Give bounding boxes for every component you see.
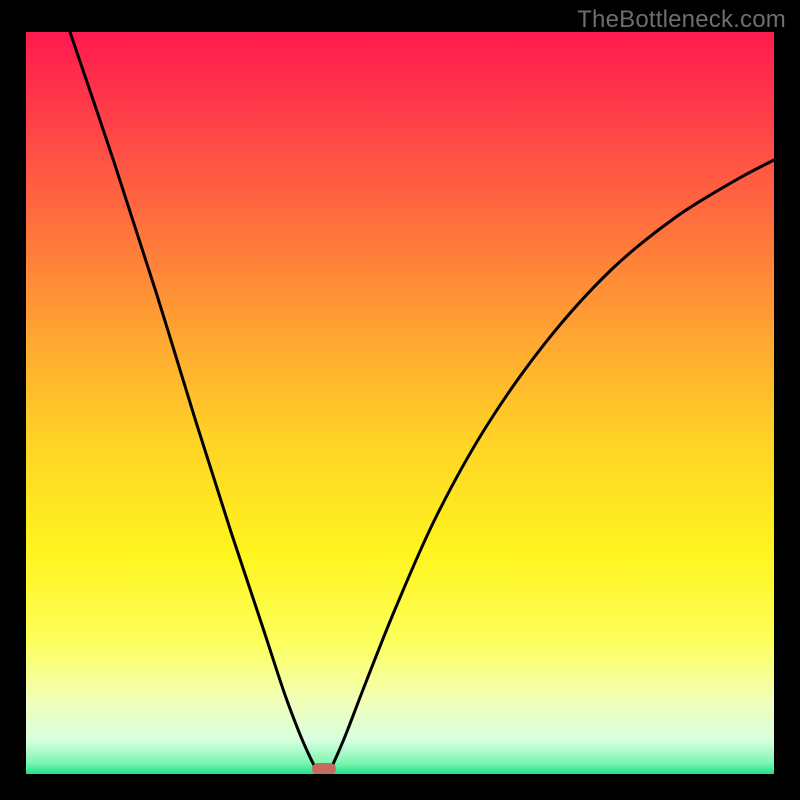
minimum-marker	[312, 763, 336, 774]
plot-area	[26, 32, 774, 774]
bottleneck-curve	[26, 32, 774, 774]
curve-branch	[70, 32, 318, 772]
curve-branch	[329, 160, 774, 772]
watermark-text: TheBottleneck.com	[577, 6, 786, 34]
chart-frame: TheBottleneck.com	[0, 0, 800, 800]
